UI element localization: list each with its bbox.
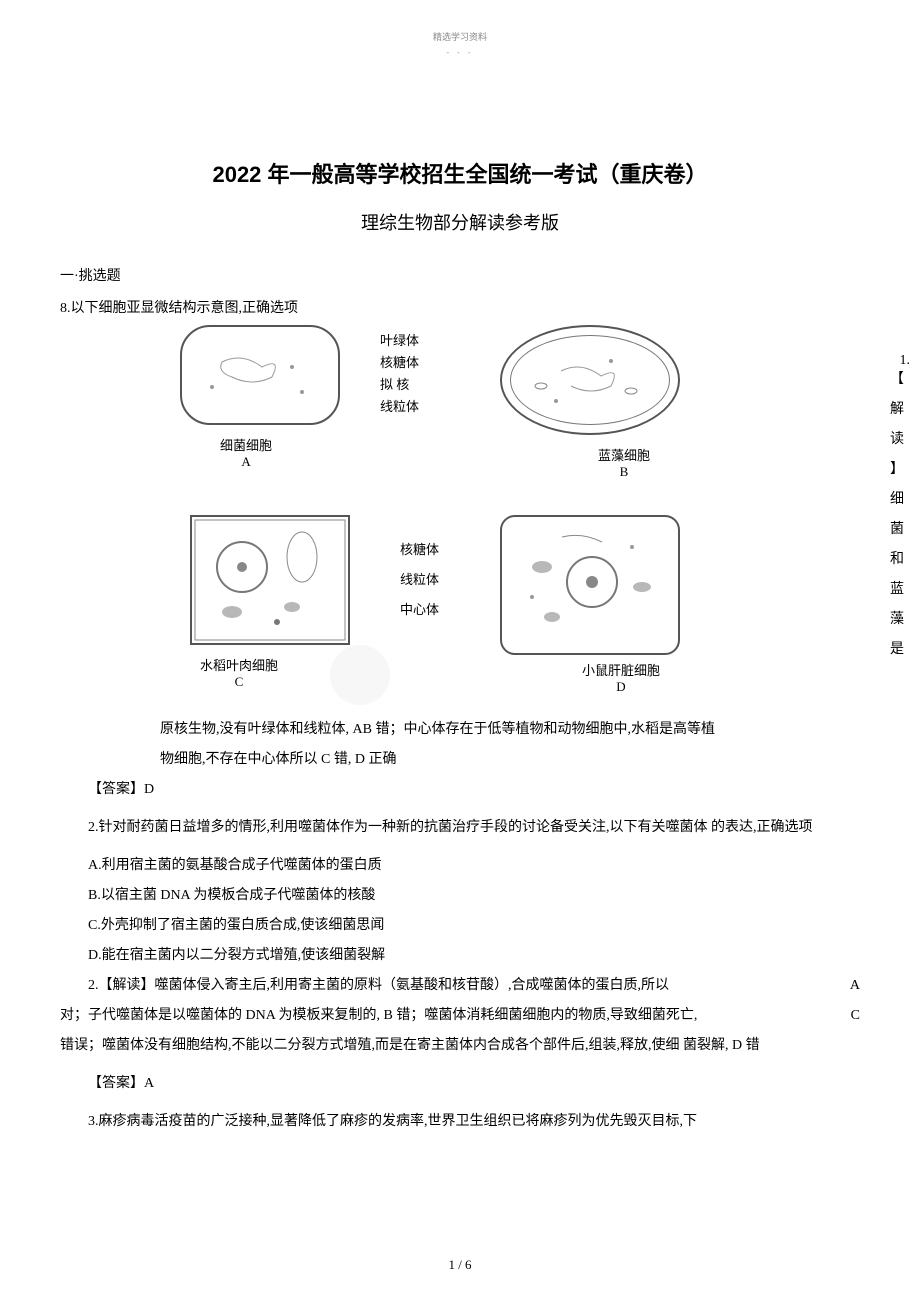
label-centrosome: 中心体 bbox=[400, 595, 439, 625]
side-c5: 菌 bbox=[890, 515, 910, 545]
q3-stem: 3.麻疹病毒活疫苗的广泛接种,显著降低了麻疹的发病率,世界卫生组织已将麻疹列为优… bbox=[60, 1107, 860, 1137]
side-c9: 是 bbox=[890, 635, 910, 665]
side-c8: 藻 bbox=[890, 605, 910, 635]
side-c2: 读 bbox=[890, 425, 910, 455]
section-1-heading: 一·挑选题 bbox=[60, 265, 860, 285]
page-number: 1 / 6 bbox=[0, 1257, 920, 1273]
cell-c-letter: C bbox=[200, 674, 278, 690]
q2-answer: 【答案】A bbox=[88, 1069, 860, 1099]
side-c7: 蓝 bbox=[890, 575, 910, 605]
cell-a-name: 细菌细胞 bbox=[220, 435, 272, 454]
q2-explain-2-main: 对；子代噬菌体是以噬菌体的 DNA 为模板来复制的, B 错；噬菌体消耗细菌细胞… bbox=[60, 1001, 830, 1031]
q2-explain-1-main: 2.【解读】噬菌体侵入寄主后,利用寄主菌的原料（氨基酸和核苷酸）,合成噬菌体的蛋… bbox=[60, 971, 830, 1001]
cell-d-shape bbox=[500, 515, 680, 655]
cell-a-label: 细菌细胞 A bbox=[220, 435, 272, 470]
label-ribosome: 核糖体 bbox=[380, 352, 419, 374]
cell-d-letter: D bbox=[582, 679, 660, 695]
label-chloroplast: 叶绿体 bbox=[380, 330, 419, 352]
q2-explain-2-side: C bbox=[830, 1001, 860, 1031]
q2-explain-3: 错误；噬菌体没有细胞结构,不能以二分裂方式增殖,而是在寄主菌体内合成各个部件后,… bbox=[60, 1031, 860, 1061]
cell-c-label: 水稻叶肉细胞 C bbox=[200, 655, 278, 690]
cell-a-letter: A bbox=[220, 454, 272, 470]
cell-c-name: 水稻叶肉细胞 bbox=[200, 655, 278, 674]
cell-d-name: 小鼠肝脏细胞 bbox=[582, 660, 660, 679]
q2-opt-c: C.外壳抑制了宿主菌的蛋白质合成,使该细菌思闻 bbox=[88, 911, 860, 941]
mid-labels-upper: 叶绿体 核糖体 拟 核 线粒体 bbox=[380, 330, 419, 418]
q8-diagram: 细菌细胞 A 叶绿体 核糖体 拟 核 线粒体 bbox=[180, 325, 700, 715]
cell-b-label: 蓝藻细胞 B bbox=[598, 445, 650, 480]
cell-d-label: 小鼠肝脏细胞 D bbox=[582, 660, 660, 695]
q2-explain-2: 对；子代噬菌体是以噬菌体的 DNA 为模板来复制的, B 错；噬菌体消耗细菌细胞… bbox=[60, 1001, 860, 1031]
header-source: 精选学习资料 bbox=[60, 30, 860, 43]
label-mitochondria: 线粒体 bbox=[380, 396, 419, 418]
side-c3: 】 bbox=[890, 455, 910, 485]
cell-b-name: 蓝藻细胞 bbox=[598, 445, 650, 464]
q8-cont-1: 原核生物,没有叶绿体和线粒体, AB 错；中心体存在于低等植物和动物细胞中,水稻… bbox=[160, 715, 860, 745]
q2-opt-a: A.利用宿主菌的氨基酸合成子代噬菌体的蛋白质 bbox=[88, 851, 860, 881]
q8-cont-2: 物细胞,不存在中心体所以 C 错, D 正确 bbox=[160, 745, 860, 775]
q2-explain-1-side: A bbox=[830, 971, 860, 1001]
main-title: 2022 年一般高等学校招生全国统一考试（重庆卷） bbox=[60, 157, 860, 189]
side-c4: 细 bbox=[890, 485, 910, 515]
cell-b-shape bbox=[500, 325, 680, 435]
q8-answer: 【答案】D bbox=[88, 775, 860, 805]
q2-opt-b: B.以宿主菌 DNA 为模板合成子代噬菌体的核酸 bbox=[88, 881, 860, 911]
cell-c-shape bbox=[190, 515, 350, 645]
watermark bbox=[330, 645, 390, 705]
q2-opt-d: D.能在宿主菌内以二分裂方式增殖,使该细菌裂解 bbox=[88, 941, 860, 971]
side-c6: 和 bbox=[890, 545, 910, 575]
label-mitochondria-2: 线粒体 bbox=[400, 565, 439, 595]
header-dash: - - - bbox=[60, 48, 860, 57]
cell-a-shape bbox=[180, 325, 340, 425]
q8-diagram-row: 细菌细胞 A 叶绿体 核糖体 拟 核 线粒体 bbox=[60, 325, 860, 715]
q2-explain-1: 2.【解读】噬菌体侵入寄主后,利用寄主菌的原料（氨基酸和核苷酸）,合成噬菌体的蛋… bbox=[60, 971, 860, 1001]
mid-labels-lower: 核糖体 线粒体 中心体 bbox=[400, 535, 439, 625]
q2-stem: 2.针对耐药菌日益增多的情形,利用噬菌体作为一种新的抗菌治疗手段的讨论备受关注,… bbox=[60, 813, 860, 843]
cell-b-letter: B bbox=[598, 464, 650, 480]
label-ribosome-2: 核糖体 bbox=[400, 535, 439, 565]
side-c1: 解 bbox=[890, 395, 910, 425]
side-c0: 【 bbox=[890, 365, 910, 395]
cell-b-inner bbox=[510, 335, 670, 425]
subtitle: 理综生物部分解读参考版 bbox=[60, 209, 860, 235]
diagram-lower: 水稻叶肉细胞 C 核糖体 线粒体 中心体 bbox=[180, 515, 700, 715]
q8-stem: 8.以下细胞亚显微结构示意图,正确选项 bbox=[60, 297, 860, 317]
side-text: 【 解 读 】 细 菌 和 蓝 藻 是 bbox=[890, 365, 910, 665]
label-nucleoid: 拟 核 bbox=[380, 374, 419, 396]
diagram-upper: 细菌细胞 A 叶绿体 核糖体 拟 核 线粒体 bbox=[180, 325, 700, 505]
